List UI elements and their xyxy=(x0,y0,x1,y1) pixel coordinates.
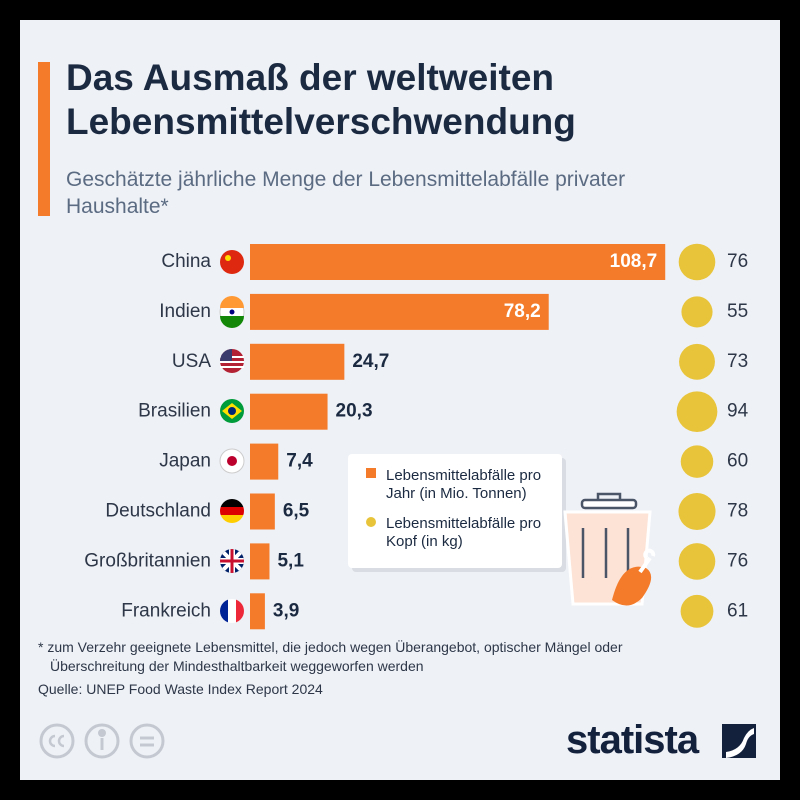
bubble xyxy=(678,243,716,281)
category-label: Großbritannien xyxy=(84,550,211,571)
legend-swatch xyxy=(366,517,376,527)
footnote: * zum Verzehr geeignete Lebensmittel, di… xyxy=(38,639,623,674)
value-label: 108,7 xyxy=(610,251,658,272)
bubble-label: 61 xyxy=(727,600,748,621)
chart-subtitle: Geschätzte jährliche Menge der Lebensmit… xyxy=(66,168,626,218)
bar xyxy=(250,443,279,480)
flag xyxy=(219,448,245,474)
bubble-label: 94 xyxy=(727,401,749,422)
chart-title: Das Ausmaß der weltweiten Lebensmittelve… xyxy=(66,57,576,142)
flag xyxy=(220,250,244,274)
bar xyxy=(250,293,549,330)
bar xyxy=(250,343,345,380)
bubble-label: 55 xyxy=(727,301,748,322)
bubble xyxy=(676,391,718,433)
legend-swatch xyxy=(366,468,376,478)
bubble xyxy=(680,594,714,628)
bubble-label: 76 xyxy=(727,550,748,571)
bar xyxy=(250,244,666,280)
category-label: Frankreich xyxy=(121,600,211,621)
source: Quelle: UNEP Food Waste Index Report 202… xyxy=(38,681,323,697)
accent-bar xyxy=(38,62,50,216)
bubble-label: 78 xyxy=(727,501,748,522)
trash-icon xyxy=(563,492,656,606)
brand: statista xyxy=(566,718,699,762)
legend-box xyxy=(348,454,562,568)
bar xyxy=(250,493,275,530)
bubble xyxy=(678,543,716,580)
bubble-label: 60 xyxy=(727,451,748,472)
bubble xyxy=(679,343,715,380)
bar xyxy=(250,593,265,630)
category-label: Deutschland xyxy=(105,501,211,522)
category-label: USA xyxy=(172,351,211,372)
category-label: Brasilien xyxy=(138,401,211,422)
value-label: 6,5 xyxy=(283,501,310,522)
flag xyxy=(220,549,244,573)
bubble xyxy=(681,296,713,328)
background xyxy=(20,20,780,780)
flag xyxy=(219,296,245,328)
value-label: 78,2 xyxy=(504,301,541,322)
value-label: 24,7 xyxy=(352,351,389,372)
bubble xyxy=(680,445,714,478)
bar xyxy=(250,393,328,430)
value-label: 20,3 xyxy=(336,401,373,422)
license-icons xyxy=(39,723,165,759)
category-label: Indien xyxy=(159,301,211,322)
bubble xyxy=(678,492,716,531)
value-label: 3,9 xyxy=(273,600,299,621)
bubble-label: 76 xyxy=(727,251,748,272)
brand-logo xyxy=(722,724,756,758)
flag xyxy=(220,499,244,523)
category-label: Japan xyxy=(159,451,211,472)
bar xyxy=(250,543,270,580)
value-label: 7,4 xyxy=(286,451,313,472)
flag xyxy=(220,399,244,423)
bubble-label: 73 xyxy=(727,351,748,372)
legend-label: Lebensmittelabfälle pro Jahr (in Mio. To… xyxy=(386,467,542,502)
category-label: China xyxy=(161,251,211,272)
value-label: 5,1 xyxy=(277,550,304,571)
flag xyxy=(220,599,244,623)
flag xyxy=(220,349,244,373)
legend-label: Lebensmittelabfälle pro Kopf (in kg) xyxy=(386,515,542,550)
